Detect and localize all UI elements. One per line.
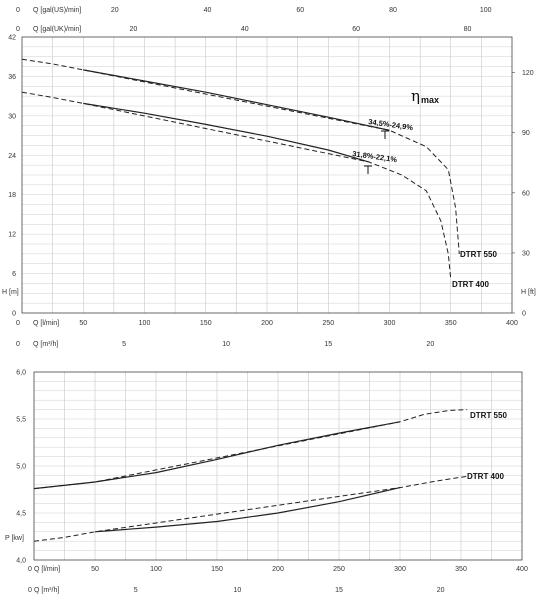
head-curve-solid-dtrt-400	[83, 102, 369, 163]
head-xtick-lmin: 50	[79, 320, 87, 327]
head-curve-dashed-dtrt-550	[21, 58, 460, 254]
power-chart: 4,0 4,5 5,0 5,5 6,0 0 50 100 150 200 250 300 350 400 0…	[5, 370, 528, 595]
power-xtick-lmin: 200	[272, 566, 284, 573]
head-ytick: 18	[8, 192, 16, 199]
head-ytick: 42	[8, 35, 16, 42]
head-xtick-galus: 100	[480, 7, 492, 14]
series-label-power-dtrt-550: DTRT 550	[470, 411, 507, 420]
head-ytick: 36	[8, 74, 16, 81]
power-xtick-m3h: 15	[335, 587, 343, 594]
power-ytick: 4,5	[16, 511, 26, 518]
head-xtick-lmin: 350	[445, 320, 457, 327]
power-xtick-m3h: 10	[233, 587, 241, 594]
head-ytick-right: 60	[522, 190, 530, 197]
power-xtick-lmin: 100	[150, 566, 162, 573]
head-ytick-right: 0	[522, 311, 526, 318]
series-label-power-dtrt-400: DTRT 400	[467, 472, 504, 481]
head-grid	[22, 37, 512, 313]
power-grid	[34, 372, 522, 560]
power-xlabel-m3h: Q [m³/h]	[34, 587, 59, 594]
power-tick-labels: 4,0 4,5 5,0 5,5 6,0 0 50 100 150 200 250 300 350 400 0…	[16, 370, 528, 595]
head-xtick-galuk: 40	[241, 26, 249, 33]
head-curve-solid-dtrt-550	[83, 69, 390, 131]
head-ytick-right: 30	[522, 250, 530, 257]
head-xtick-galus: 60	[296, 7, 304, 14]
head-xlabel-lmin: Q [l/min]	[33, 320, 59, 327]
power-curve-dashed-dtrt-550	[33, 409, 468, 490]
head-xlabel-galuk: Q [gal(UK)/min]	[33, 26, 81, 33]
head-xtick-lmin: 250	[322, 320, 334, 327]
series-label-dtrt-400: DTRT 400	[452, 280, 489, 289]
power-xtick-lmin: 400	[516, 566, 528, 573]
head-ytick-right: 90	[522, 130, 530, 137]
head-xtick-m3h: 20	[426, 341, 434, 348]
head-ytick-right: 120	[522, 70, 534, 77]
power-series	[33, 409, 468, 542]
power-xtick-lmin: 0	[28, 566, 32, 573]
head-curve-dashed-dtrt-400	[21, 91, 452, 281]
power-xlabel-lmin: Q [l/min]	[34, 566, 60, 573]
head-xtick-m3h: 5	[122, 341, 126, 348]
head-xtick-lmin: 300	[384, 320, 396, 327]
head-xtick-lmin: 100	[139, 320, 151, 327]
head-plot-frame	[21, 36, 513, 314]
head-ytick: 24	[8, 153, 16, 160]
eta-max-subscript: max	[421, 95, 439, 105]
power-ytick: 6,0	[16, 370, 26, 377]
power-curve-solid-dtrt-550	[33, 421, 401, 490]
head-xtick-galus: 0	[16, 7, 20, 14]
power-curve-dashed-dtrt-400	[33, 475, 468, 542]
power-ytick: 4,0	[16, 558, 26, 565]
head-ytick: 0	[12, 311, 16, 318]
power-ytick: 5,5	[16, 417, 26, 424]
head-xlabel-m3h: Q [m³/h]	[33, 341, 58, 348]
power-plot-frame	[33, 371, 523, 561]
head-series	[21, 58, 460, 281]
head-xtick-galus: 80	[389, 7, 397, 14]
power-xtick-lmin: 350	[455, 566, 467, 573]
head-xtick-lmin: 200	[261, 320, 273, 327]
power-ylabel: P [kw]	[5, 535, 24, 542]
head-ylabel: H [m]	[2, 289, 19, 296]
head-xtick-lmin: 400	[506, 320, 518, 327]
head-xtick-m3h: 0	[16, 341, 20, 348]
head-xlabel-galus: Q [gal(US)/min]	[33, 7, 81, 14]
eta-max-symbol: η	[411, 87, 420, 105]
head-ytick: 12	[8, 232, 16, 239]
head-xtick-m3h: 10	[222, 341, 230, 348]
series-label-dtrt-550: DTRT 550	[460, 250, 497, 259]
efficiency-label-550: 34,5%-24,9%	[368, 117, 414, 132]
power-xtick-lmin: 150	[211, 566, 223, 573]
head-ylabel-right: H [ft]	[521, 289, 536, 296]
efficiency-marker-550	[381, 130, 389, 139]
efficiency-marker-400	[364, 165, 372, 174]
head-xtick-galuk: 80	[464, 26, 472, 33]
power-ytick: 5,0	[16, 464, 26, 471]
power-xtick-m3h: 20	[437, 587, 445, 594]
power-xtick-lmin: 250	[333, 566, 345, 573]
power-curve-solid-dtrt-400	[94, 487, 401, 533]
power-xtick-lmin: 300	[394, 566, 406, 573]
head-xtick-galus: 20	[111, 7, 119, 14]
head-xtick-galuk: 0	[16, 26, 20, 33]
power-xtick-m3h: 5	[134, 587, 138, 594]
head-xtick-galuk: 20	[129, 26, 137, 33]
head-xtick-lmin: 150	[200, 320, 212, 327]
head-ytick: 30	[8, 113, 16, 120]
head-xtick-galuk: 60	[352, 26, 360, 33]
head-xtick-galus: 40	[204, 7, 212, 14]
power-xtick-m3h: 0	[28, 587, 32, 594]
head-ytick: 6	[12, 271, 16, 278]
head-xtick-lmin: 0	[16, 320, 20, 327]
power-xtick-lmin: 50	[91, 566, 99, 573]
head-xtick-m3h: 15	[324, 341, 332, 348]
